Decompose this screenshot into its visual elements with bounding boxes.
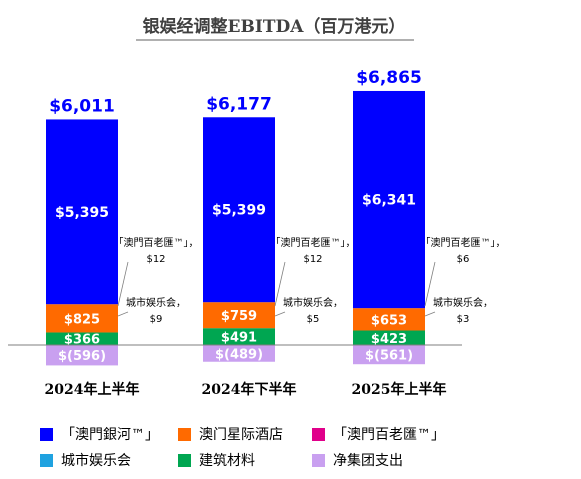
bar-galaxy — [46, 119, 118, 305]
data-label-construction: $423 — [371, 332, 407, 347]
bar-starworld — [353, 308, 425, 331]
legend-swatch — [40, 427, 53, 441]
legend-swatch — [178, 427, 191, 441]
data-label-galaxy: $5,399 — [212, 203, 266, 219]
callout-label-cityclub: 城市娱乐会， — [126, 296, 186, 309]
bar-corporate — [46, 345, 118, 366]
bar-starworld — [46, 304, 118, 333]
legend-swatch — [178, 453, 191, 467]
bar-construction — [46, 332, 118, 345]
bar-galaxy — [353, 90, 425, 309]
data-label-starworld: $759 — [221, 309, 257, 324]
callout-label-cityclub: 城市娱乐会， — [283, 296, 343, 309]
legend-item-construction: 建筑材料 — [178, 450, 255, 470]
data-label-corporate: $(561) — [365, 349, 413, 364]
bar-construction — [203, 328, 275, 345]
legend-label: 「澳門銀河™」 — [61, 427, 159, 443]
bar-starworld — [203, 302, 275, 329]
legend-swatch — [40, 453, 53, 467]
category-labels: 2024年上半年 2024年下半年 2025年上半年 — [45, 381, 447, 398]
data-label-galaxy: $6,341 — [362, 193, 416, 209]
callout-line-broadway — [424, 261, 436, 307]
data-label-galaxy: $5,395 — [55, 205, 109, 221]
chart: 银娱经调整EBITDA（百万港元） $366 $825 $5,395 $(596) $6… — [8, 16, 506, 398]
legend-item-broadway: 「澳門百老匯™」 — [312, 424, 445, 444]
bar-corporate — [203, 345, 275, 362]
chart-title: 银娱经调整EBITDA（百万港元） — [143, 16, 406, 37]
callout-label-broadway: $6 — [457, 254, 470, 265]
legend-label: 净集团支出 — [333, 453, 403, 469]
callout-label-broadway: 「澳門百老匯™」， — [421, 236, 506, 249]
legend-label: 城市娱乐会 — [61, 453, 131, 469]
callout-label-cityclub: $3 — [457, 314, 470, 325]
callout-label-broadway: $12 — [303, 254, 322, 265]
callout-line-cityclub — [274, 311, 286, 317]
bar-construction — [353, 330, 425, 345]
legend-item-starworld: 澳门星际酒店 — [178, 424, 283, 444]
data-label-construction: $491 — [221, 331, 257, 346]
total-label: $6,011 — [49, 96, 115, 116]
callout-label-broadway: 「澳門百老匯™」， — [114, 236, 199, 249]
bar-corporate — [353, 345, 425, 365]
callout-label-broadway: 「澳門百老匯™」， — [271, 236, 356, 249]
legend-label: 「澳門百老匯™」 — [333, 427, 445, 443]
legend-swatch — [312, 453, 325, 467]
legend-item-galaxy: 「澳門銀河™」 — [40, 424, 159, 444]
bar-galaxy — [203, 117, 275, 303]
legend-item-corporate: 净集团支出 — [312, 450, 403, 470]
chart-marks: $366 $825 $5,395 $(596) $6,011 「澳門百老匯™」， $12 城市… — [46, 68, 506, 366]
total-label: $6,177 — [206, 94, 272, 114]
callout-label-broadway: $12 — [146, 254, 165, 265]
callout-line-broadway — [274, 261, 286, 307]
callout-line-cityclub — [117, 311, 129, 317]
legend-label: 建筑材料 — [199, 453, 255, 469]
legend-item-cityclub: 城市娱乐会 — [40, 450, 131, 470]
callout-line-cityclub — [424, 311, 436, 317]
category-label: 2024年上半年 — [45, 381, 140, 398]
legend-swatch — [312, 427, 325, 441]
data-label-construction: $366 — [64, 333, 100, 348]
total-label: $6,865 — [356, 68, 422, 88]
callout-line-broadway — [117, 261, 129, 307]
callout-label-cityclub: $5 — [307, 314, 320, 325]
data-label-corporate: $(489) — [215, 347, 263, 362]
data-label-starworld: $825 — [64, 312, 100, 327]
category-label: 2025年上半年 — [352, 381, 447, 398]
data-label-corporate: $(596) — [58, 349, 106, 364]
legend-label: 澳门星际酒店 — [199, 427, 283, 443]
callout-label-cityclub: 城市娱乐会， — [433, 296, 493, 309]
callout-label-cityclub: $9 — [150, 314, 163, 325]
data-label-starworld: $653 — [371, 313, 407, 328]
category-label: 2024年下半年 — [202, 381, 297, 398]
